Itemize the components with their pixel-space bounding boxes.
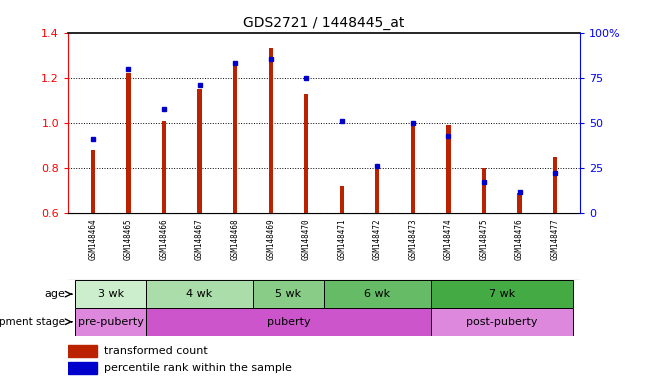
Bar — [126, 73, 131, 213]
Text: GSM148477: GSM148477 — [551, 218, 560, 260]
Text: GSM148474: GSM148474 — [444, 218, 453, 260]
Bar — [198, 89, 202, 213]
Bar — [482, 168, 486, 213]
Text: puberty: puberty — [266, 317, 310, 327]
Text: 4 wk: 4 wk — [187, 289, 213, 299]
Text: 7 wk: 7 wk — [489, 289, 515, 299]
Bar — [233, 62, 237, 213]
Title: GDS2721 / 1448445_at: GDS2721 / 1448445_at — [243, 16, 405, 30]
Text: pre-puberty: pre-puberty — [78, 317, 144, 327]
Bar — [91, 150, 95, 213]
Text: GSM148471: GSM148471 — [337, 218, 346, 260]
Bar — [553, 157, 557, 213]
Text: GSM148468: GSM148468 — [231, 218, 240, 260]
Text: 6 wk: 6 wk — [364, 289, 390, 299]
Text: post-puberty: post-puberty — [466, 317, 537, 327]
Bar — [517, 193, 522, 213]
Text: development stage: development stage — [0, 317, 65, 327]
Bar — [268, 48, 273, 213]
Bar — [253, 280, 324, 308]
Text: GSM148473: GSM148473 — [408, 218, 417, 260]
Bar — [446, 125, 450, 213]
Text: 3 wk: 3 wk — [98, 289, 124, 299]
Text: transformed count: transformed count — [104, 346, 207, 356]
Bar — [162, 121, 166, 213]
Bar — [324, 280, 431, 308]
Bar — [375, 168, 380, 213]
Bar — [75, 308, 146, 336]
Text: GSM148467: GSM148467 — [195, 218, 204, 260]
Text: age: age — [44, 289, 65, 299]
Bar — [68, 345, 97, 357]
Text: GSM148469: GSM148469 — [266, 218, 275, 260]
Text: GSM148475: GSM148475 — [480, 218, 489, 260]
Bar — [431, 280, 573, 308]
Text: percentile rank within the sample: percentile rank within the sample — [104, 363, 292, 373]
Bar — [75, 280, 146, 308]
Bar — [68, 362, 97, 374]
Bar — [411, 125, 415, 213]
Text: GSM148465: GSM148465 — [124, 218, 133, 260]
Text: GSM148464: GSM148464 — [88, 218, 97, 260]
Text: GSM148470: GSM148470 — [302, 218, 311, 260]
Bar — [304, 94, 308, 213]
Bar — [340, 186, 344, 213]
Bar — [431, 308, 573, 336]
Text: 5 wk: 5 wk — [275, 289, 301, 299]
Text: GSM148466: GSM148466 — [159, 218, 168, 260]
Text: GSM148476: GSM148476 — [515, 218, 524, 260]
Text: GSM148472: GSM148472 — [373, 218, 382, 260]
Bar — [146, 308, 431, 336]
Bar — [146, 280, 253, 308]
